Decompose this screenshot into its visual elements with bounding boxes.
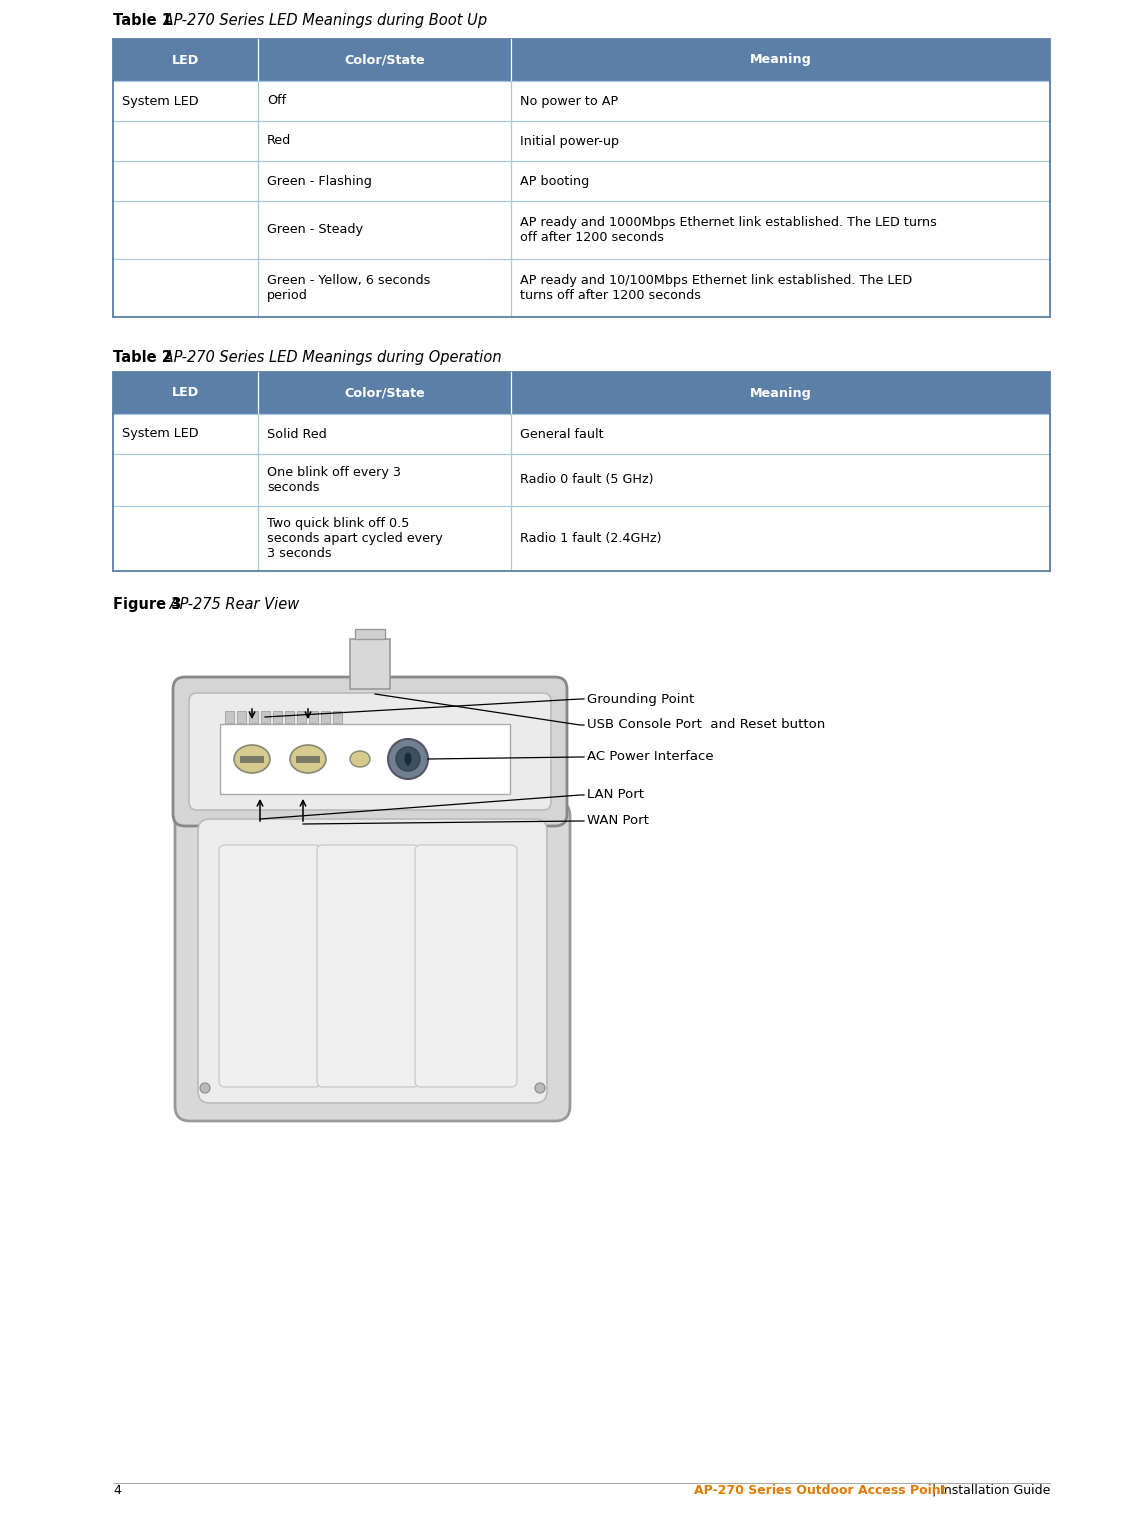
Text: General fault: General fault [520,427,603,441]
Bar [297,711,306,723]
Ellipse shape [405,752,411,766]
Bar [220,725,510,794]
Bar [321,711,330,723]
FancyBboxPatch shape [318,845,419,1088]
Bar [113,506,1050,571]
Text: Red: Red [267,135,292,147]
Circle shape [200,1083,210,1094]
Text: Initial power-up: Initial power-up [520,135,619,147]
Bar [350,639,390,690]
Text: | Installation Guide: | Installation Guide [928,1484,1050,1498]
Text: Figure 3: Figure 3 [113,597,182,612]
Text: Color/State: Color/State [345,53,425,67]
Bar [113,372,1050,415]
FancyBboxPatch shape [219,845,321,1088]
FancyBboxPatch shape [415,845,518,1088]
Bar [308,711,318,723]
Text: System LED: System LED [122,427,199,441]
Text: Grounding Point: Grounding Point [586,693,694,705]
Ellipse shape [234,744,270,773]
FancyBboxPatch shape [173,677,567,826]
Text: AP ready and 1000Mbps Ethernet link established. The LED turns
off after 1200 se: AP ready and 1000Mbps Ethernet link esta… [520,216,937,245]
Bar [240,756,264,763]
Bar [261,711,270,723]
Text: Radio 0 fault (5 GHz): Radio 0 fault (5 GHz) [520,474,654,486]
Text: LED: LED [172,386,199,399]
Text: LAN Port: LAN Port [586,788,644,802]
Ellipse shape [350,750,370,767]
Bar [113,81,1050,122]
Text: Off: Off [267,94,286,108]
Text: AP-270 Series LED Meanings during Boot Up: AP-270 Series LED Meanings during Boot U… [158,14,487,27]
Text: WAN Port: WAN Port [586,814,649,828]
FancyBboxPatch shape [175,801,570,1121]
Bar [113,260,1050,317]
Text: LED: LED [172,53,199,67]
Circle shape [388,740,428,779]
Circle shape [534,1083,545,1094]
Ellipse shape [290,744,325,773]
FancyBboxPatch shape [189,693,551,810]
Text: Two quick blink off 0.5
seconds apart cycled every
3 seconds: Two quick blink off 0.5 seconds apart cy… [267,516,443,561]
Text: One blink off every 3
seconds: One blink off every 3 seconds [267,466,401,494]
Text: Table 1: Table 1 [113,14,172,27]
Text: AP-270 Series Outdoor Access Point: AP-270 Series Outdoor Access Point [694,1484,946,1498]
Text: Color/State: Color/State [345,386,425,399]
Bar [225,711,234,723]
Text: USB Console Port  and Reset button: USB Console Port and Reset button [586,718,825,732]
Text: AC Power Interface: AC Power Interface [586,750,714,764]
Text: AP-270 Series LED Meanings during Operation: AP-270 Series LED Meanings during Operat… [158,349,502,365]
Text: Solid Red: Solid Red [267,427,327,441]
Circle shape [396,747,420,772]
Text: AP ready and 10/100Mbps Ethernet link established. The LED
turns off after 1200 : AP ready and 10/100Mbps Ethernet link es… [520,273,913,302]
Text: AP booting: AP booting [520,175,590,187]
FancyBboxPatch shape [198,819,547,1103]
Bar [113,161,1050,201]
Text: Meaning: Meaning [749,386,811,399]
Bar [237,711,246,723]
Text: Table 2: Table 2 [113,349,172,365]
Bar [113,39,1050,81]
Bar [296,756,320,763]
Bar [113,122,1050,161]
Text: Green - Yellow, 6 seconds
period: Green - Yellow, 6 seconds period [267,273,431,302]
Bar [113,415,1050,454]
Text: No power to AP: No power to AP [520,94,618,108]
Text: Green - Flashing: Green - Flashing [267,175,372,187]
Bar [113,201,1050,260]
Bar [273,711,282,723]
Text: AP-275 Rear View: AP-275 Rear View [165,597,299,612]
Bar [355,629,385,639]
Text: Green - Steady: Green - Steady [267,223,363,237]
Text: Radio 1 fault (2.4GHz): Radio 1 fault (2.4GHz) [520,532,662,545]
Bar [113,454,1050,506]
Text: 4: 4 [113,1484,121,1498]
Bar [285,711,294,723]
Text: System LED: System LED [122,94,199,108]
Text: Meaning: Meaning [749,53,811,67]
Bar [249,711,258,723]
Bar [333,711,342,723]
